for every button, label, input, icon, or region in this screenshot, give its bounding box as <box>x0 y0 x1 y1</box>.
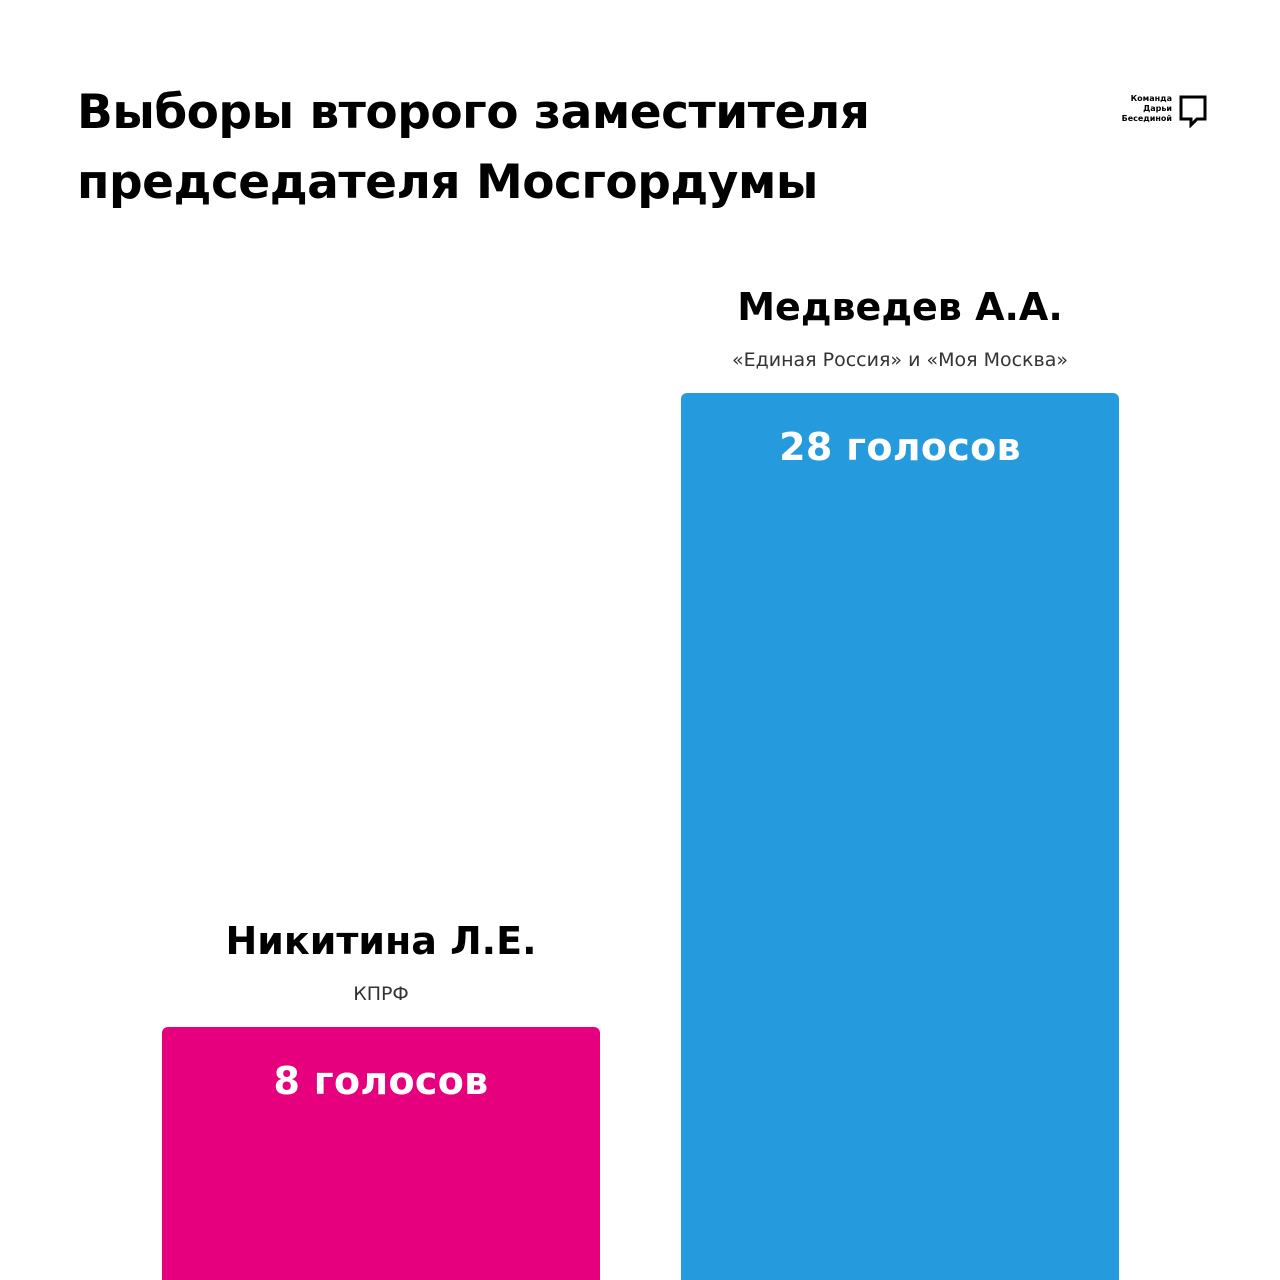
brand-logo-line-1: Команда <box>1130 94 1172 103</box>
brand-logo-line-3: Бесединой <box>1121 114 1172 123</box>
speech-bubble-icon <box>1179 95 1207 128</box>
candidate-name-medvedev: Медведев А.А. <box>737 285 1063 329</box>
bar-value-label-nikitina: 8 голосов <box>273 1059 489 1103</box>
brand-logo-line-2: Дарьи <box>1143 104 1172 113</box>
candidate-party-nikitina: КПРФ <box>353 983 409 1005</box>
bar-medvedev: 28 голосов <box>681 393 1119 1280</box>
bar-value-label-medvedev: 28 голосов <box>779 425 1021 469</box>
candidate-party-medvedev: «Единая Россия» и «Моя Москва» <box>732 349 1068 371</box>
candidate-name-nikitina: Никитина Л.Е. <box>225 919 537 963</box>
brand-logo-text: Команда Дарьи Бесединой <box>1122 94 1172 124</box>
bar-nikitina: 8 голосов <box>162 1027 600 1280</box>
page-title: Выборы второго заместителя председателя … <box>77 85 870 210</box>
brand-logo: Команда Дарьи Бесединой <box>1122 94 1208 128</box>
